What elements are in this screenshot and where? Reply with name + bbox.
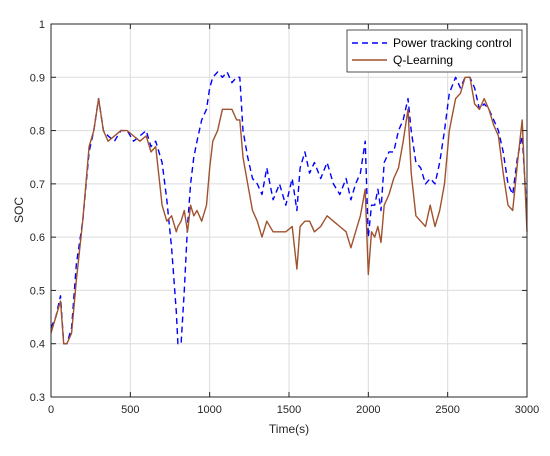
x-tick-label: 3000 xyxy=(515,404,539,416)
legend-label-power-tracking: Power tracking control xyxy=(393,36,512,50)
legend-box xyxy=(346,29,523,73)
axis-ticks: 0 500 1000 1500 2000 2500 3000 0.3 0.4 0.5 0.6 0.7 0… xyxy=(30,19,540,416)
x-tick-label: 2500 xyxy=(435,404,459,416)
series-line-q-learning xyxy=(50,76,528,345)
legend: Power tracking control Q-Learning xyxy=(346,29,523,73)
series-group xyxy=(50,71,528,345)
x-tick-label: 500 xyxy=(121,404,139,416)
x-tick-label: 0 xyxy=(48,404,54,416)
y-tick-label: 0.9 xyxy=(30,72,45,84)
series-line-power-tracking xyxy=(50,71,528,345)
x-tick-label: 1500 xyxy=(277,404,301,416)
x-tick-label: 1000 xyxy=(197,404,221,416)
y-axis-label: SOC xyxy=(12,197,26,223)
y-tick-label: 0.8 xyxy=(30,126,45,138)
y-tick-label: 0.7 xyxy=(30,179,45,191)
x-tick-label: 2000 xyxy=(356,404,380,416)
x-axis-label: Time(s) xyxy=(269,422,309,436)
y-tick-label: 1 xyxy=(39,19,45,31)
legend-label-q-learning: Q-Learning xyxy=(393,53,453,67)
y-tick-label: 0.4 xyxy=(30,339,45,351)
y-tick-label: 0.5 xyxy=(30,285,45,297)
y-tick-label: 0.3 xyxy=(30,392,45,404)
y-tick-label: 0.6 xyxy=(30,232,45,244)
